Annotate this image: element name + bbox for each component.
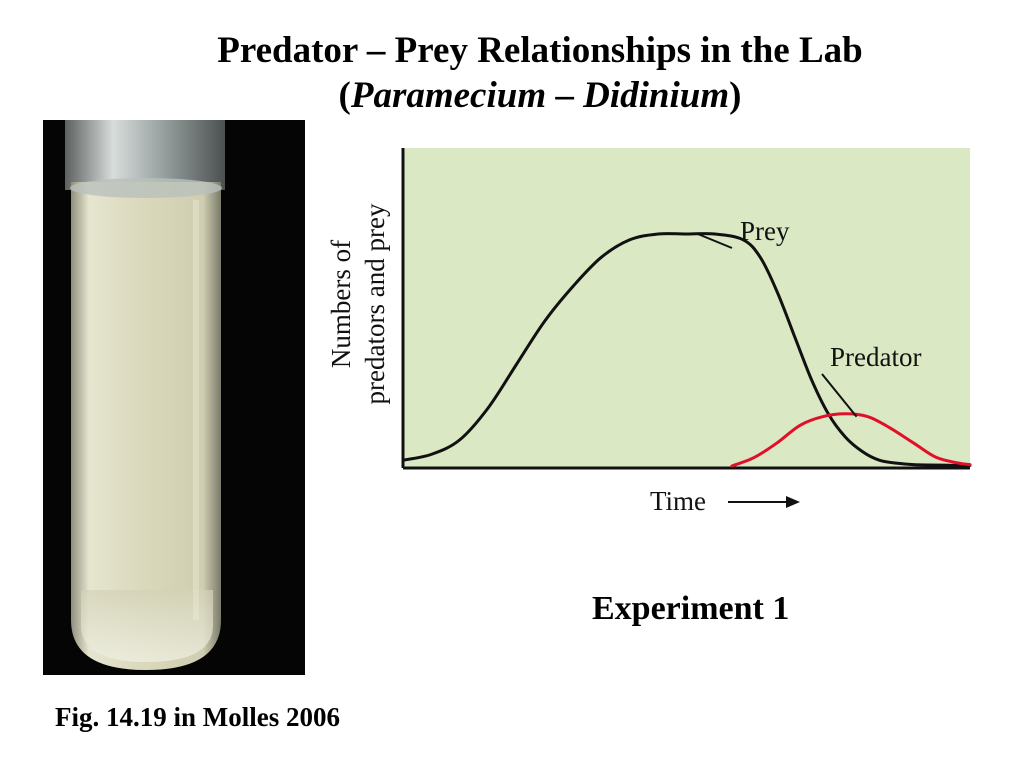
leader-line-prey	[697, 233, 733, 249]
y-axis-label-line-1: Numbers of	[326, 240, 356, 368]
experiment-label: Experiment 1	[592, 590, 790, 627]
y-axis-label-line-2: predators and prey	[360, 203, 390, 404]
subtitle-paramecium: Paramecium	[350, 75, 547, 116]
slide-title-block: Predator – Prey Relationships in the Lab…	[70, 28, 1010, 118]
chart-svg: Prey Predator Numbers of predators and pr…	[326, 148, 972, 516]
test-tube-illustration	[43, 120, 305, 675]
x-axis-label: Time	[650, 486, 706, 516]
series-label-prey: Prey	[740, 216, 790, 246]
x-axis-arrow-icon	[728, 496, 800, 508]
x-axis-arrow-head	[786, 496, 800, 508]
plot-background	[403, 148, 970, 468]
slide-title: Predator – Prey Relationships in the Lab	[217, 30, 863, 71]
subtitle-didinium: Didinium	[583, 75, 730, 116]
predator-prey-chart: Prey Predator Numbers of predators and pr…	[310, 140, 980, 520]
subtitle-dash: –	[546, 75, 584, 116]
subtitle-open-paren: (	[338, 75, 351, 116]
tube-body	[71, 182, 221, 670]
slide-subtitle: (Paramecium – Didinium)	[70, 73, 1010, 118]
subtitle-close-paren: )	[729, 75, 742, 116]
test-tube-photo	[43, 120, 305, 675]
series-layer	[401, 232, 972, 468]
series-line-prey	[401, 232, 972, 467]
series-line-predator	[730, 412, 972, 468]
series-label-predator: Predator	[830, 342, 921, 372]
leader-line-predator	[821, 373, 858, 418]
figure-caption: Fig. 14.19 in Molles 2006	[55, 702, 340, 732]
leader-layer: Prey Predator	[697, 216, 921, 418]
